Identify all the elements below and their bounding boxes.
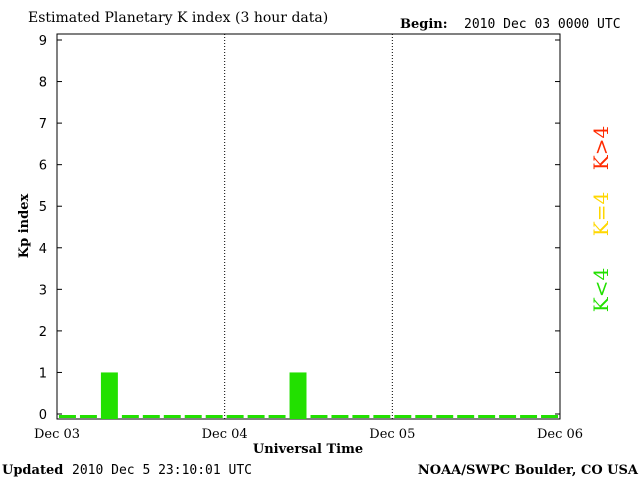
y-tick-label: 2 [39,325,47,340]
y-tick-label: 4 [39,242,47,257]
kp-bar-zero [541,415,558,418]
legend-k-greater-4: K>4 [589,126,613,170]
kp-bar-zero [499,415,517,418]
kp-bar-zero [247,415,265,418]
y-tick-label: 3 [39,283,47,298]
kp-bar-zero [79,415,97,418]
source-credit: NOAA/SWPC Boulder, CO USA [418,463,639,478]
legend-k-equals-4: K=4 [589,192,613,236]
y-tick-label: 7 [39,117,47,132]
kp-bar-zero [352,415,370,418]
kp-bar-zero [436,415,454,418]
y-tick-label: 6 [39,159,47,174]
y-tick-label: 9 [39,34,47,49]
begin-value: 2010 Dec 03 0000 UTC [464,17,621,32]
kp-bar-zero [142,415,160,418]
y-axis-label: Kp index [17,194,32,259]
kp-bar-zero [373,415,391,418]
x-tick-label: Dec 04 [202,427,248,442]
kp-bar [100,372,118,419]
legend-k-less-4: K<4 [589,268,613,312]
x-tick-label: Dec 03 [34,427,80,442]
kp-bar-zero [310,415,328,418]
chart-title: Estimated Planetary K index (3 hour data… [28,10,328,26]
kp-bar-zero [520,415,538,418]
y-tick-label: 1 [39,366,47,381]
x-tick-label: Dec 05 [369,427,415,442]
kp-bar-zero [205,415,223,418]
plot-area [56,33,561,420]
y-tick-label: 8 [39,76,47,91]
updated-label: Updated [2,463,63,478]
kp-bar-zero [59,415,76,418]
x-tick-label: Dec 06 [537,427,583,442]
begin-label: Begin: [400,17,448,32]
x-axis-label: Universal Time [253,442,363,457]
y-tick-label: 0 [39,408,47,423]
y-axis: 0 1 2 3 4 5 6 7 8 9 [39,34,560,423]
day-gridlines [224,34,393,419]
kp-bars [59,372,558,419]
kp-bar-zero [457,415,475,418]
kp-bar-zero [415,415,433,418]
kp-bar-zero [394,415,412,418]
kp-bar-zero [226,415,244,418]
kp-bar-zero [478,415,496,418]
kp-bar-zero [331,415,349,418]
kp-bar-zero [163,415,181,418]
y-tick-label: 5 [39,200,47,215]
kp-bar-zero [184,415,202,418]
updated-value: 2010 Dec 5 23:10:01 UTC [72,463,252,478]
kp-bar-zero [121,415,139,418]
plot-border [56,33,561,420]
kp-bar-zero [268,415,286,418]
kp-bar [289,372,307,419]
x-axis: Dec 03 Dec 04 Dec 05 Dec 06 [34,427,583,442]
